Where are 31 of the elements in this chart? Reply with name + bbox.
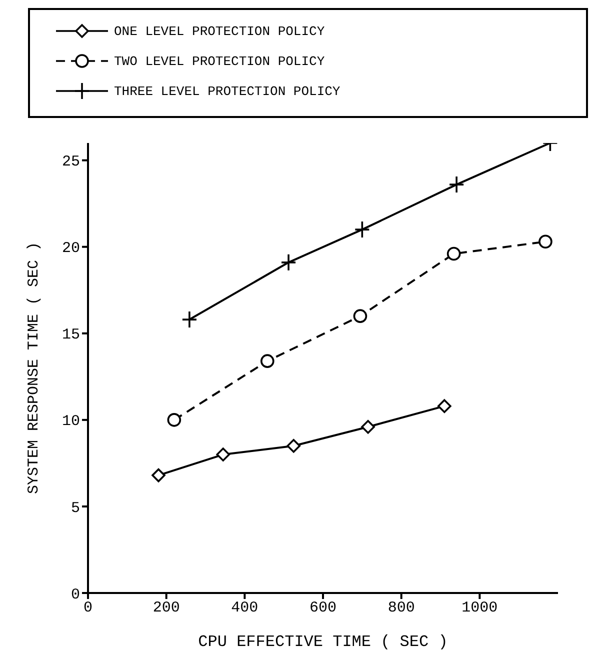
point [538,234,552,249]
point [286,438,301,453]
legend-label: THREE LEVEL PROTECTION POLICY [114,84,340,98]
x-tick-label: 800 [388,600,415,617]
point [448,176,464,194]
x-tick-label: 0 [83,600,93,617]
y-tick-label: 5 [70,500,80,517]
y-tick-label: 15 [62,326,80,344]
point [182,310,198,328]
point [152,468,166,482]
x-tick-label: 200 [152,600,180,617]
legend-label: TWO LEVEL PROTECTION POLICY [114,54,325,68]
x-tick-label: 400 [231,600,258,617]
x-axis-title: CPU EFFECTIVE TIME ( SEC ) [198,633,448,651]
point [280,254,296,272]
point [216,448,230,462]
x-tick-label: 1000 [462,600,498,617]
legend-label: ONE LEVEL PROTECTION POLICY [114,24,325,38]
point [446,246,461,261]
point [354,220,370,238]
point [438,399,452,413]
y-tick-label: 10 [62,413,80,430]
y-tick-label: 20 [62,240,80,258]
y-axis-title: SYSTEM RESPONSE TIME ( SEC ) [25,242,42,494]
point [260,354,274,368]
y-tick-label: 25 [62,154,80,171]
point [353,309,368,323]
y-tick-label: 0 [70,586,80,604]
x-tick-label: 600 [309,600,337,617]
point [361,420,375,434]
point [167,413,182,427]
